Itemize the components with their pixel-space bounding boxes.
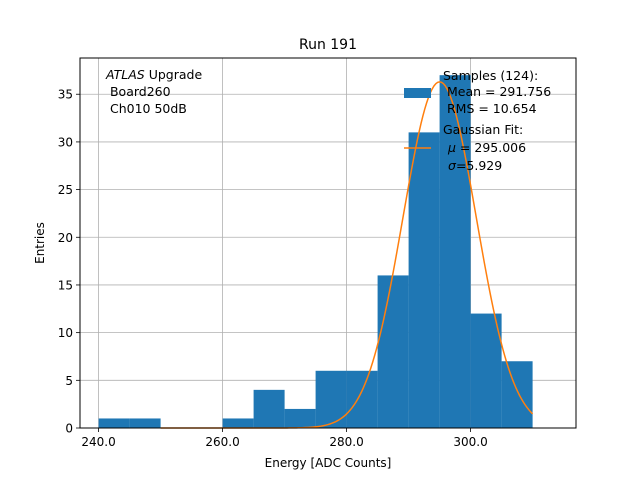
x-tick-label: 240.0 xyxy=(81,435,115,449)
histogram-bar xyxy=(253,389,285,428)
y-tick-label: 0 xyxy=(65,422,73,436)
histogram-bar xyxy=(377,275,409,428)
histogram-bar xyxy=(346,370,378,428)
histogram-bar xyxy=(470,313,502,428)
y-tick-label: 5 xyxy=(65,374,73,388)
legend-sigma-symbol: σ xyxy=(448,158,457,173)
histogram-bar xyxy=(284,408,316,428)
legend-fit-title: Gaussian Fit: xyxy=(443,122,523,137)
histogram-bar xyxy=(315,370,347,428)
atlas-rest: Upgrade xyxy=(145,67,203,82)
x-axis-ticks: 240.0 260.0 280.0 300.0 xyxy=(81,428,488,449)
legend-samples-title: Samples (124): xyxy=(443,68,538,83)
y-tick-label: 10 xyxy=(58,326,73,340)
y-tick-label: 20 xyxy=(58,231,73,245)
x-axis-label: Energy [ADC Counts] xyxy=(265,456,392,470)
histogram-bar xyxy=(98,418,130,428)
legend-fit-sigma: σ=5.929 xyxy=(448,158,502,173)
grid xyxy=(80,58,576,429)
channel-label: Ch010 50dB xyxy=(106,101,187,116)
x-tick-label: 300.0 xyxy=(453,435,487,449)
histogram-bar xyxy=(222,418,254,428)
plot-frame xyxy=(79,57,577,429)
legend-samples-rms: RMS = 10.654 xyxy=(443,101,537,116)
atlas-label: ATLAS Upgrade xyxy=(105,67,202,82)
histogram-bar xyxy=(408,132,440,428)
y-tick-label: 15 xyxy=(58,278,73,292)
histogram-bars xyxy=(98,75,533,428)
legend: Samples (124): Mean = 291.756 RMS = 10.6… xyxy=(404,68,551,173)
histogram-bar xyxy=(439,75,471,428)
histogram-bar xyxy=(129,418,161,428)
legend-samples-mean: Mean = 291.756 xyxy=(443,84,551,99)
legend-sigma-value: =5.929 xyxy=(456,158,502,173)
legend-mu-value: = 295.006 xyxy=(456,140,526,155)
x-tick-label: 280.0 xyxy=(329,435,363,449)
y-tick-label: 25 xyxy=(58,183,73,197)
y-tick-label: 35 xyxy=(58,88,73,102)
legend-fit-mu: μ = 295.006 xyxy=(447,140,526,155)
atlas-annotation: ATLAS Upgrade Board260 Ch010 50dB xyxy=(105,67,202,116)
y-tick-label: 30 xyxy=(58,135,73,149)
board-label: Board260 xyxy=(106,84,171,99)
chart-title: Run 191 xyxy=(299,37,357,53)
histogram-bar xyxy=(501,361,533,428)
y-axis-ticks: 0 5 10 15 20 25 30 35 xyxy=(58,88,80,436)
y-axis-label: Entries xyxy=(33,222,47,264)
x-tick-label: 260.0 xyxy=(205,435,239,449)
legend-mu-symbol: μ xyxy=(447,140,456,155)
atlas-italic: ATLAS xyxy=(105,67,145,82)
legend-samples-swatch xyxy=(404,88,431,98)
